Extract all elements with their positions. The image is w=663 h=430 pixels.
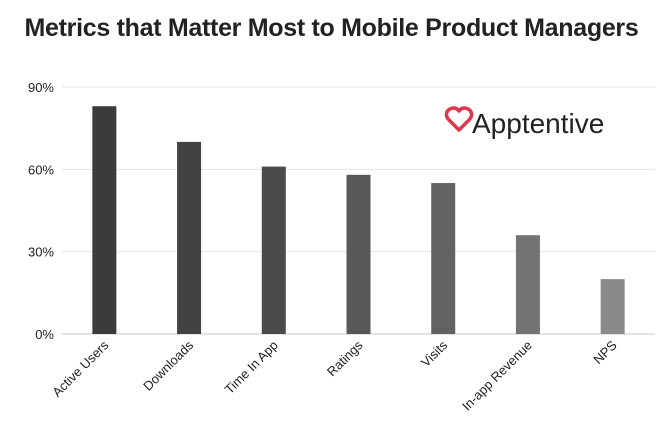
bar [177, 141, 202, 334]
logo-text: Apptentive [472, 108, 604, 139]
bars [92, 106, 625, 334]
bar [515, 235, 540, 334]
x-tick-label: In-app Revenue [459, 338, 535, 414]
heart-icon [444, 106, 474, 132]
y-tick-label: 60% [28, 162, 54, 177]
x-tick-label: Visits [418, 337, 451, 370]
bar [600, 279, 625, 334]
x-tick-label: NPS [590, 337, 620, 367]
bar [261, 166, 286, 334]
apptentive-logo: Apptentive [444, 106, 604, 139]
y-tick-label: 30% [28, 245, 54, 260]
x-tick-label: Downloads [140, 337, 196, 393]
y-tick-label: 90% [28, 80, 54, 95]
bar [92, 106, 117, 334]
x-axis-ticks: Active Users Downloads Time In App Ratings V… [49, 337, 620, 413]
x-tick-label: Ratings [324, 337, 366, 379]
bar [346, 174, 371, 334]
chart-title: Metrics that Matter Most to Mobile Produ… [24, 14, 639, 42]
y-axis-ticks: 0% 30% 60% 90% [28, 80, 54, 342]
x-tick-label: Time In App [222, 338, 281, 397]
bar [431, 183, 456, 334]
y-tick-label: 0% [35, 327, 54, 342]
x-tick-label: Active Users [49, 337, 112, 400]
